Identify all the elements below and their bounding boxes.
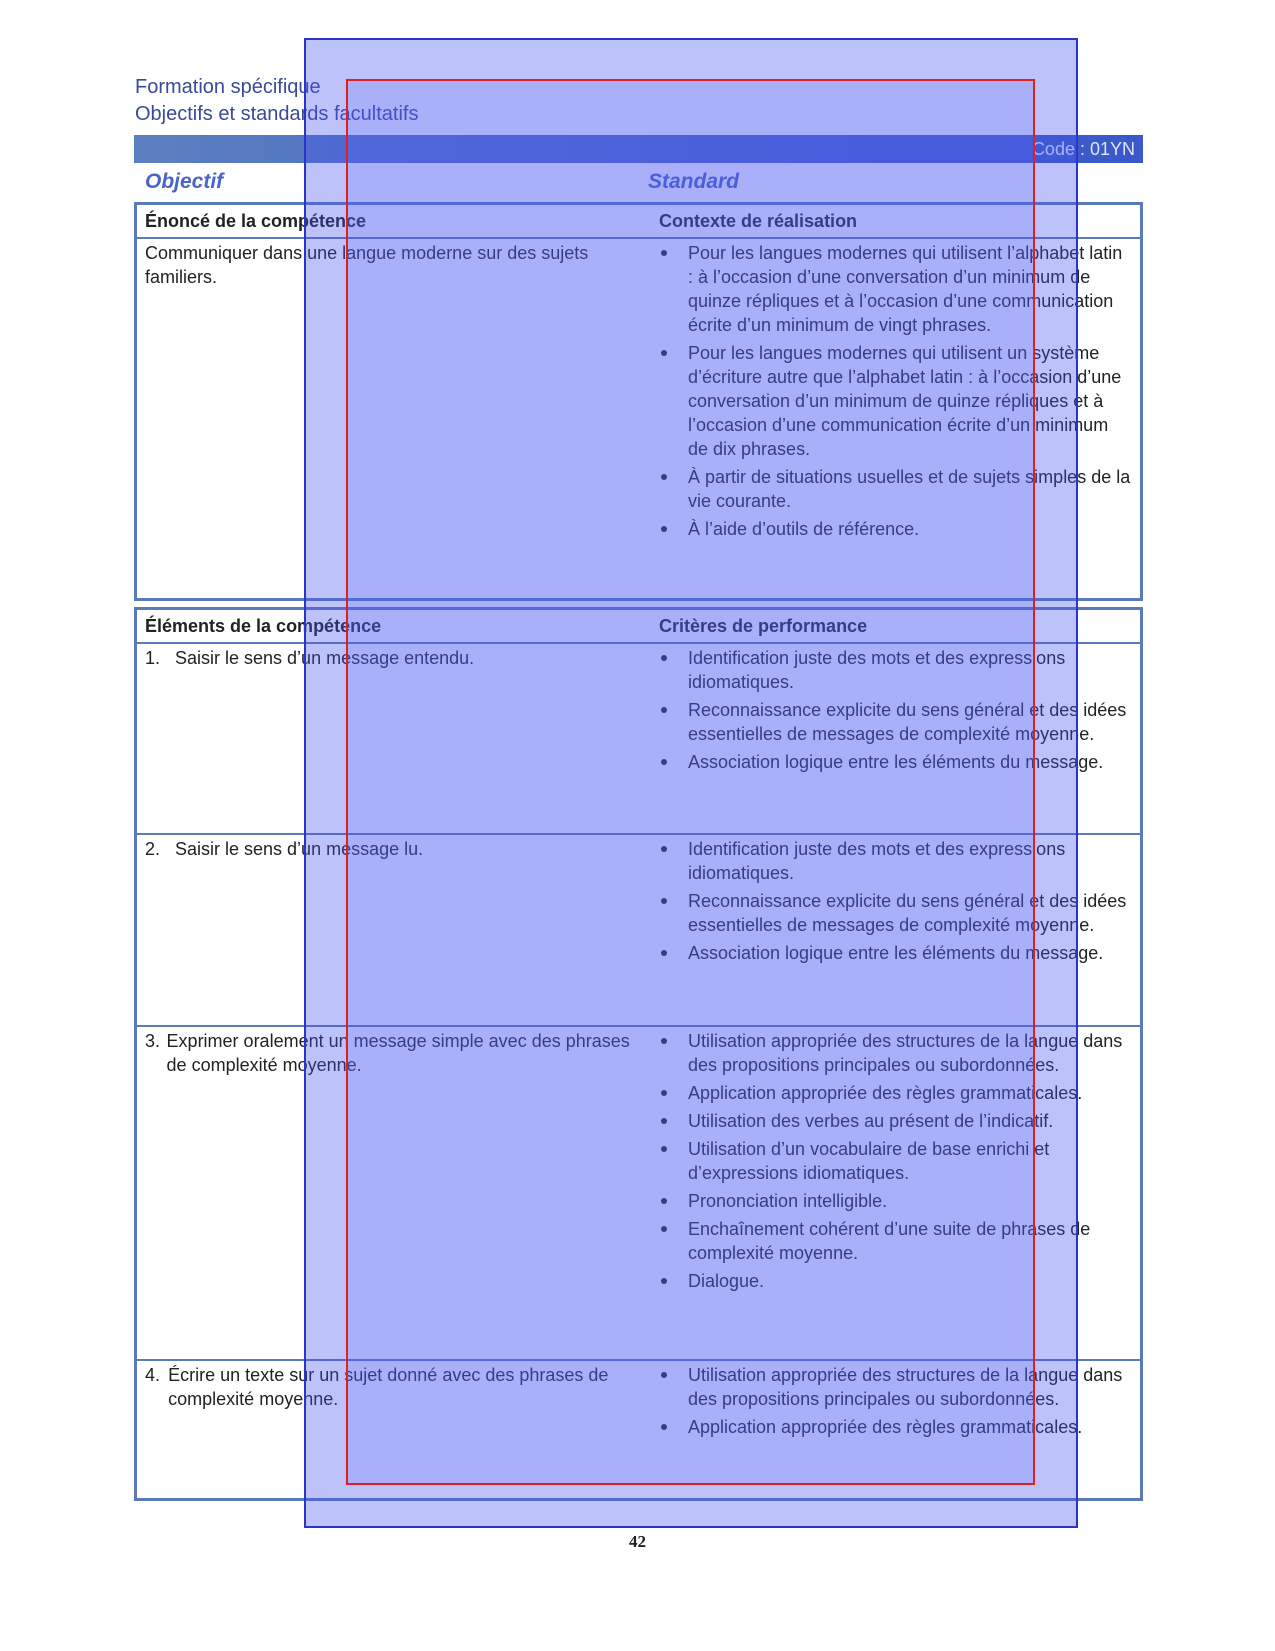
criterion: Application appropriée des règles gramma… — [659, 1081, 1132, 1105]
criteria-cell: Utilisation appropriée des structures de… — [651, 1025, 1142, 1360]
element: 2. Saisir le sens d’un message lu. — [145, 837, 643, 861]
criteria-cell: Identification juste des mots et des exp… — [651, 833, 1142, 1026]
criteria-list: Identification juste des mots et des exp… — [659, 837, 1132, 965]
element: 3. Exprimer oralement un message simple a… — [145, 1029, 643, 1077]
criterion: Utilisation des verbes au présent de l’i… — [659, 1109, 1132, 1133]
code-bar: Code : 01YN — [134, 135, 1143, 163]
criteria-cell: Utilisation appropriée des structures de… — [651, 1359, 1142, 1499]
criterion: Enchaînement cohérent d’une suite de phr… — [659, 1217, 1132, 1265]
statement-table: Énoncé de la compétence Contexte de réali… — [134, 202, 1143, 601]
criterion: Application appropriée des règles gramma… — [659, 1415, 1132, 1439]
element-text: Saisir le sens d’un message lu. — [175, 839, 424, 859]
criterion: Prononciation intelligible. — [659, 1189, 1132, 1213]
context-item: Pour les langues modernes qui utilisent … — [659, 341, 1132, 461]
statement-text: Communiquer dans une langue moderne sur … — [145, 243, 589, 287]
context-list: Pour les langues modernes qui utilisent … — [659, 241, 1132, 541]
criterion: Utilisation appropriée des structures de… — [659, 1363, 1132, 1411]
criterion: Dialogue. — [659, 1269, 1132, 1293]
criteria-list: Utilisation appropriée des structures de… — [659, 1029, 1132, 1293]
element-cell: 2. Saisir le sens d’un message lu. — [135, 833, 651, 1026]
column-title: Objectif — [145, 170, 224, 193]
element: 1. Saisir le sens d’un message entendu. — [145, 646, 643, 670]
element-row: 3. Exprimer oralement un message simple a… — [135, 1025, 1142, 1360]
element-row: 4. Écrire un texte sur un sujet donné ave… — [135, 1359, 1142, 1499]
element-number: 1. — [145, 648, 161, 668]
elements-table: Éléments de la compétence Critères de per… — [134, 607, 1143, 1501]
element: 4. Écrire un texte sur un sujet donné ave… — [145, 1363, 643, 1411]
context-item: Pour les langues modernes qui utilisent … — [659, 241, 1132, 337]
criteria-cell: Identification juste des mots et des exp… — [651, 643, 1142, 834]
element-cell: 3. Exprimer oralement un message simple a… — [135, 1025, 651, 1360]
criteria-list: Utilisation appropriée des structures de… — [659, 1363, 1132, 1439]
criterion: Utilisation d’un vocabulaire de base enr… — [659, 1137, 1132, 1185]
column-title: Standard — [648, 170, 740, 193]
element-row: 1. Saisir le sens d’un message entendu. Id… — [136, 643, 1142, 834]
code: Code : 01YN — [1031, 139, 1135, 159]
criterion: Identification juste des mots et des exp… — [659, 837, 1132, 885]
context-item: À partir de situations usuelles et de su… — [659, 465, 1132, 513]
heading: Éléments de la compétence — [135, 608, 651, 644]
element-number: 3. — [145, 1031, 161, 1051]
element-cell: 1. Saisir le sens d’un message entendu. — [136, 643, 652, 834]
header-line: Objectifs et standards facultatifs — [135, 103, 419, 125]
criteria-list: Identification juste des mots et des exp… — [659, 646, 1132, 774]
element-cell: 4. Écrire un texte sur un sujet donné ave… — [135, 1359, 651, 1499]
criterion: Reconnaissance explicite du sens général… — [659, 698, 1132, 746]
element-text: Saisir le sens d’un message entendu. — [175, 648, 475, 668]
context-item: À l’aide d’outils de référence. — [659, 517, 1132, 541]
criterion: Association logique entre les éléments d… — [659, 750, 1132, 774]
page-number: 42 — [629, 1532, 646, 1551]
heading: Énoncé de la compétence — [135, 203, 651, 239]
header-line: Formation spécifique — [135, 76, 321, 98]
criterion: Reconnaissance explicite du sens général… — [659, 889, 1132, 937]
criterion: Identification juste des mots et des exp… — [659, 646, 1132, 694]
heading: Contexte de réalisation — [651, 203, 1142, 239]
element-row: 2. Saisir le sens d’un message lu. Identif… — [135, 833, 1142, 1026]
element-text: Écrire un texte sur un sujet donné avec … — [168, 1365, 609, 1409]
heading: Critères de performance — [651, 608, 1142, 644]
element-text: Exprimer oralement un message simple ave… — [166, 1031, 630, 1075]
element-number: 4. — [145, 1365, 161, 1385]
element-number: 2. — [145, 839, 161, 859]
criterion: Association logique entre les éléments d… — [659, 941, 1132, 965]
criterion: Utilisation appropriée des structures de… — [659, 1029, 1132, 1077]
